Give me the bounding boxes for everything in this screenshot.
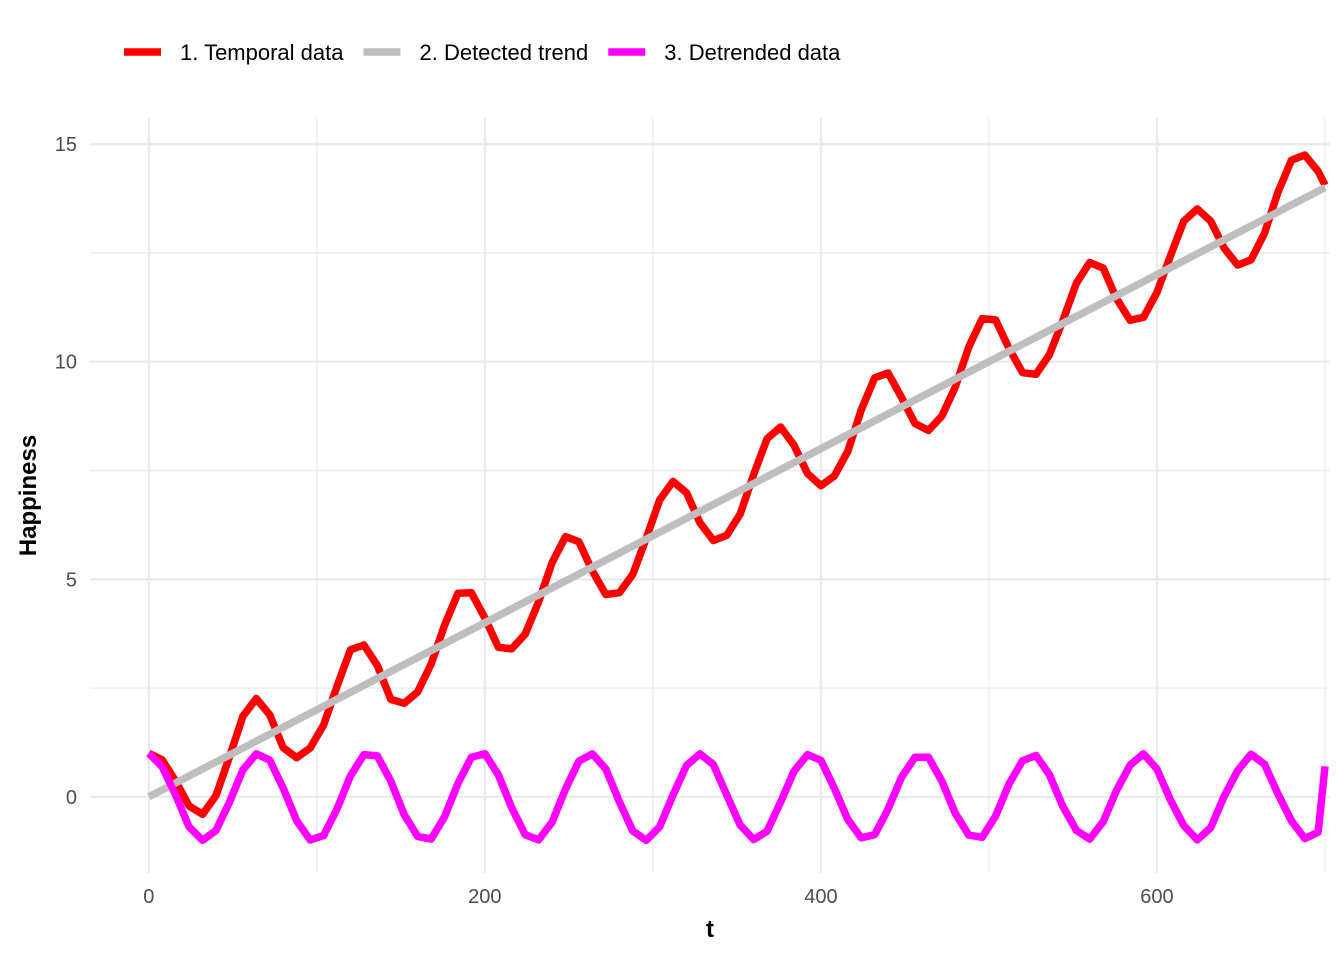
y-tick-label: 5 [66,569,77,591]
y-tick-label: 15 [55,134,77,156]
legend: 1. Temporal data 2. Detected trend 3. Detr… [124,40,841,65]
legend-label-3-detrended-data: 3. Detrended data [664,40,841,65]
x-tick-label: 600 [1140,886,1173,908]
axes: 0 200 400 600 0 5 10 15 t Happiness [15,134,1174,943]
x-tick-label: 0 [143,886,154,908]
x-tick-label: 400 [804,886,837,908]
x-tick-label: 200 [468,886,501,908]
y-tick-label: 10 [55,352,77,374]
grid-lines [90,118,1330,873]
series-line-2-detected-trend [147,184,1327,801]
legend-label-1-temporal-data: 1. Temporal data [180,40,344,65]
series-line-3-detrended-data [146,750,1329,845]
y-tick-label: 0 [66,787,77,809]
series-lines [146,151,1329,845]
series-line-1-temporal-data [147,151,1329,819]
x-axis-title: t [706,916,714,943]
y-axis-title: Happiness [15,435,42,556]
legend-label-2-detected-trend: 2. Detected trend [419,40,588,65]
